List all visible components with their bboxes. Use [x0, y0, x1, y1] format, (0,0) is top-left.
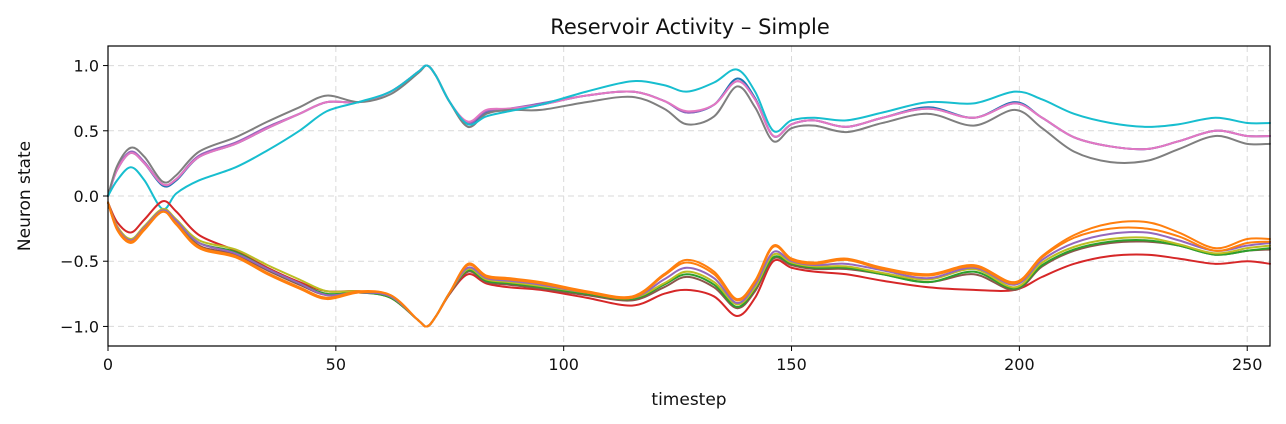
x-tick-label: 250: [1232, 355, 1263, 374]
series-line-4: [107, 64, 1271, 197]
x-tick-label: 100: [548, 355, 579, 374]
series-line-9: [107, 201, 1271, 328]
series-line-12: [107, 201, 1271, 328]
y-tick-label: −1.0: [60, 317, 99, 336]
y-tick-label: −0.5: [60, 252, 99, 271]
series-line-3: [107, 64, 1271, 197]
grid-lines: [107, 46, 1270, 346]
x-tick-label: 0: [103, 355, 113, 374]
series-line-7: [107, 201, 1271, 328]
series-line-10: [107, 201, 1271, 328]
y-tick-label: 1.0: [74, 57, 99, 76]
axis-ticks: 0 50 100 150 200 250 −1.0 −0.5 0.0 0.5 1.0: [60, 57, 1262, 374]
series-line-11: [107, 201, 1271, 328]
series-line-5: [107, 64, 1271, 211]
plot-frame: [107, 45, 1271, 347]
x-tick-label: 200: [1004, 355, 1035, 374]
y-tick-label: 0.5: [74, 122, 99, 141]
chart-title: Reservoir Activity – Simple: [550, 15, 830, 39]
x-tick-label: 50: [326, 355, 346, 374]
y-axis-label: Neuron state: [15, 141, 35, 251]
series-line-6: [107, 200, 1271, 328]
y-tick-label: 0.0: [74, 187, 99, 206]
x-axis-label: timestep: [651, 390, 726, 410]
series-line-8: [107, 201, 1271, 328]
x-tick-label: 150: [776, 355, 807, 374]
series-group: [107, 64, 1271, 328]
